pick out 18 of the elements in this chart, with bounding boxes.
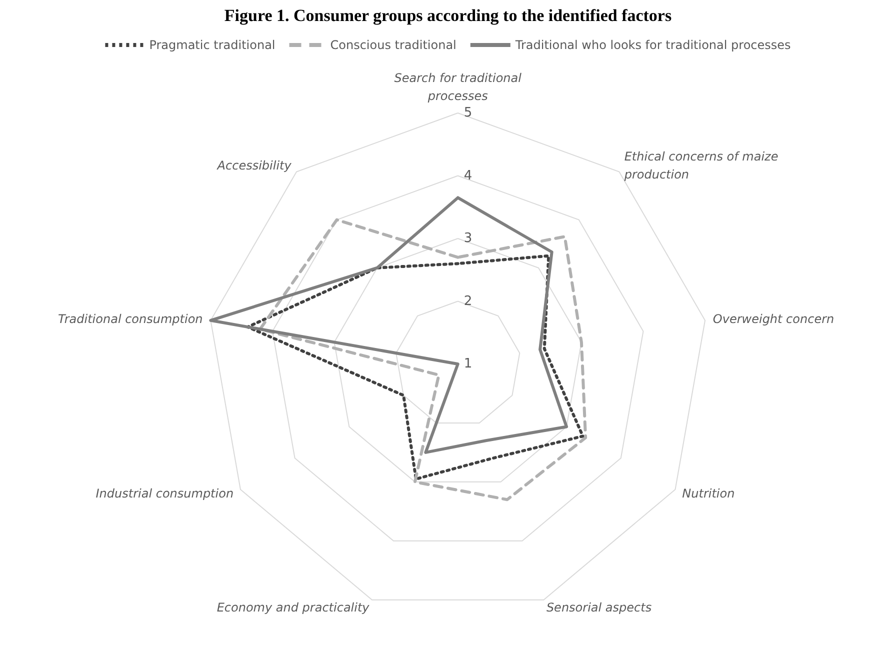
legend-label: Conscious traditional <box>330 38 456 52</box>
spoke-label: Economy and practicality <box>216 600 370 614</box>
y-tick-label: 5 <box>464 106 472 120</box>
legend-label: Pragmatic traditional <box>149 38 276 52</box>
y-tick-label: 3 <box>464 231 472 246</box>
spoke-label: Nutrition <box>682 486 735 500</box>
y-tick-label: 2 <box>464 294 472 309</box>
spoke-label: Sensorial aspects <box>546 600 652 614</box>
y-tick-label: 4 <box>464 168 472 184</box>
chart-title: Figure 1. Consumer groups according to the identified factors <box>224 6 672 25</box>
spoke-label: Industrial consumption <box>96 486 234 500</box>
spoke-label: Ethical concerns of maize production <box>623 150 778 182</box>
y-tick-label: 1 <box>464 356 472 372</box>
legend-label: Traditional who looks for traditional processes <box>514 38 791 52</box>
spoke-label: Search for traditional processes <box>394 71 522 103</box>
spoke-label: Accessibility <box>216 158 292 173</box>
spoke-label: Overweight concern <box>712 312 834 326</box>
spoke-label: Traditional consumption <box>58 312 203 326</box>
